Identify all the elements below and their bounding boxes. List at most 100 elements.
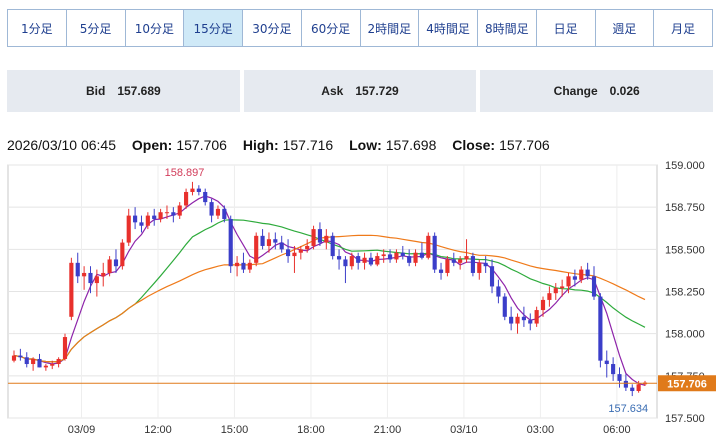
current-price-tag [658,375,716,392]
x-tick-label: 03/09 [68,424,96,436]
candle-body [470,256,475,273]
candle-body [317,229,323,243]
open-value: 157.706 [176,137,227,153]
candle-body [215,208,221,216]
candle-body [521,316,526,321]
candle-body [483,262,488,267]
y-tick-label: 158.000 [665,329,705,341]
candle-body [560,286,565,289]
candle-body [56,358,61,365]
candle-body [579,269,584,280]
timeframe-tab[interactable]: 日足 [537,10,596,46]
candle-body [528,320,533,324]
candle-body [247,262,252,270]
candle-body [400,252,405,257]
bid-box: Bid 157.689 [7,70,240,112]
high-value: 157.716 [282,137,334,153]
candle-body [82,272,87,277]
change-box: Change 0.026 [480,70,714,112]
ohlc-readout: 2026/03/10 06:45 Open: 157.706 High: 157.7… [7,137,562,153]
candle-body [407,256,412,263]
candle-body [330,235,335,257]
candle-body [50,364,55,366]
candle-body [260,235,265,246]
candle-body [31,358,36,365]
x-tick-label: 03/10 [450,424,478,436]
min-price-label: 157.634 [608,403,648,415]
timeframe-tab[interactable]: 15分足 [184,10,243,46]
candle-body [139,222,144,226]
y-tick-label: 157.500 [665,413,705,425]
timeframe-tab[interactable]: 8時間足 [478,10,537,46]
timeframe-tab[interactable]: 4時間足 [419,10,478,46]
candle-body [222,208,227,219]
timeframe-tab[interactable]: 月足 [671,21,696,36]
candle-body [94,276,99,284]
candle-body [107,259,112,273]
candle-body [88,272,93,284]
candle-body [203,191,208,203]
candle-body [228,218,233,267]
y-tick-label: 158.500 [665,244,705,256]
candle-body [133,215,138,223]
candle-body [113,259,119,267]
candle-body [356,256,361,263]
y-axis: 159.000 158.750 158.500 158.250 158.000 157.7… [658,160,716,425]
timeframe-tab[interactable]: 5分足 [67,10,126,46]
price-chart[interactable]: 158.897 157.634 159.000 158.750 158.500 158.… [0,155,720,439]
x-tick-label: 12:00 [144,424,172,436]
timeframe-tab[interactable]: 1分足 [8,10,67,46]
moving-averages [13,195,646,386]
candle-body [623,380,628,388]
candle-body [413,252,418,263]
timeframe-tab[interactable]: 10分足 [126,10,185,46]
candle-body [362,257,367,263]
candle-body [336,256,342,260]
candle-body [298,249,303,253]
candle-body [394,252,399,260]
candle-body [266,239,272,246]
candle-body [553,288,558,294]
candle-body [196,188,201,192]
timeframe-tab[interactable]: 60分足 [302,10,361,46]
max-price-label: 158.897 [165,167,205,179]
candle-body [598,296,603,361]
candle-body [502,296,507,317]
candle-body [126,215,131,243]
y-tick-label: 159.000 [665,160,705,172]
x-tick-label: 21:00 [374,424,402,436]
candle-body [375,256,380,265]
candle-body [540,299,546,311]
candle-body [477,262,482,273]
candle-body [101,272,106,277]
timeframe-tab[interactable]: 30分足 [243,10,302,46]
candle-body [292,252,297,257]
timeframe-tab[interactable]: 週足 [596,10,655,46]
candle-body [177,205,182,216]
timeframe-tab[interactable]: 2時間足 [361,10,420,46]
close-value: 157.706 [499,137,550,153]
candle-body [209,202,214,216]
candle-body [18,355,23,358]
bid-label: Bid [85,84,106,98]
candle-body [120,242,125,267]
candle-body [37,358,42,368]
candle-body [343,259,348,267]
candle-body [62,337,68,359]
low-label: Low: [349,137,382,153]
bid-value: 157.689 [117,84,161,98]
candle-body [254,235,259,263]
candle-body [611,364,616,375]
candle-body [279,242,284,250]
candle-body [451,259,456,263]
candle-body [145,215,150,226]
timeframe-tabs: 1分足 5分足 10分足 15分足 30分足 60分足 2時間足 4時間足 8時間足 日足 週足 月足 [7,9,713,47]
close-label: Close: [452,137,496,153]
candle-body [438,269,444,273]
candle-body [419,252,424,258]
candle-body [324,235,329,243]
candle-body [184,191,189,206]
ohlc-datetime: 2026/03/10 06:45 [7,137,116,153]
candle-body [547,293,552,300]
candle-body [445,259,450,273]
